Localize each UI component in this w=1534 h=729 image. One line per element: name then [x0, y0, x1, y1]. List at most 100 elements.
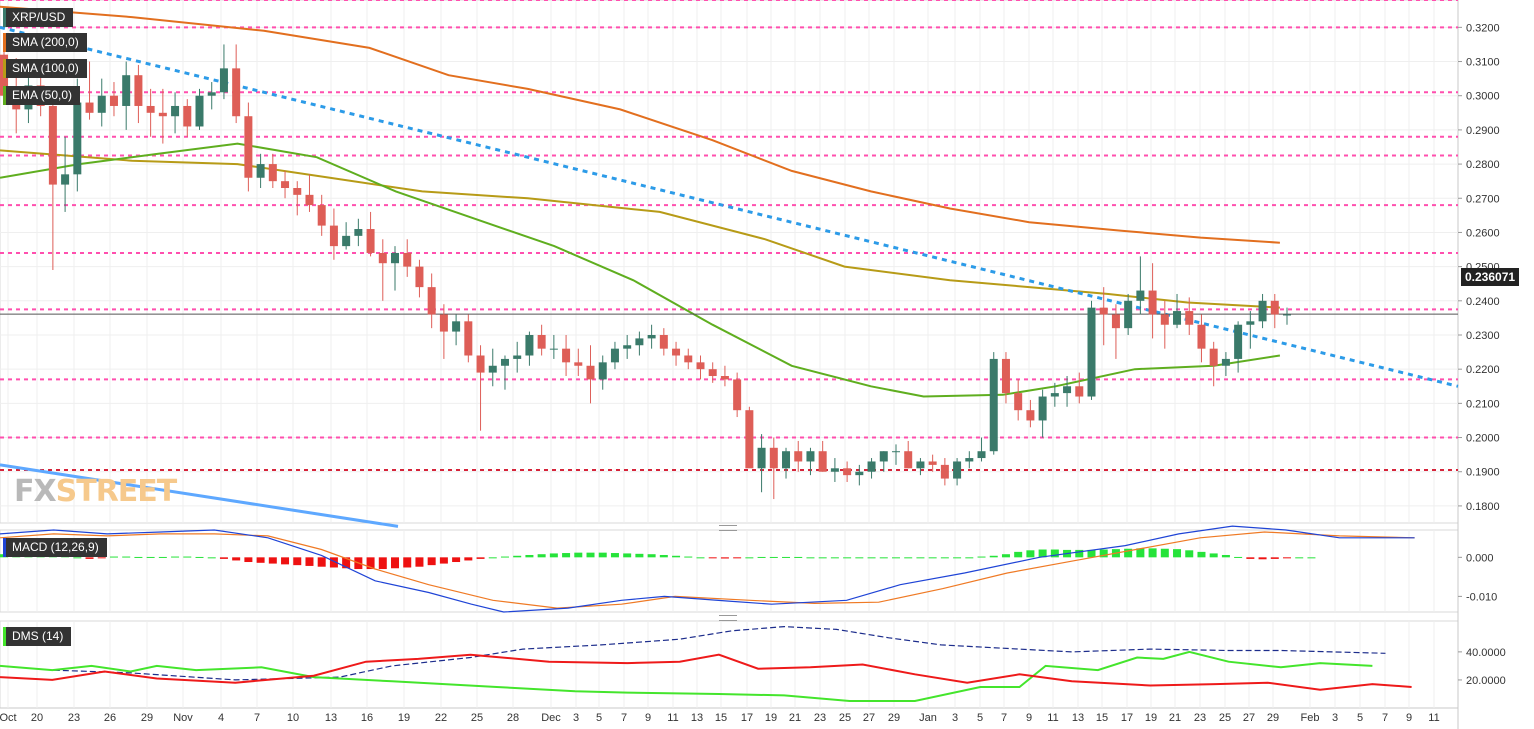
y-tick-label: 0.2000 [1466, 433, 1500, 445]
y-tick-label: 0.3200 [1466, 22, 1500, 34]
macd-histogram-bar [720, 557, 729, 559]
x-tick-label: 11 [667, 712, 678, 724]
macd-histogram-bar [769, 556, 778, 558]
candle-body [891, 451, 900, 453]
candle-body [598, 362, 607, 380]
legend-color-swatch [3, 33, 6, 52]
macd-histogram-bar [1209, 553, 1218, 558]
macd-histogram-bar [1173, 549, 1182, 558]
candle-body [1173, 311, 1182, 325]
legend-text: SMA (200,0) [12, 35, 79, 49]
macd-histogram-bar [158, 556, 167, 558]
x-tick-label: 22 [435, 712, 447, 724]
candle-body [708, 369, 717, 377]
macd-histogram-bar [146, 556, 155, 558]
candle-body [1099, 307, 1108, 315]
legend-text: XRP/USD [12, 10, 66, 24]
candle-body [940, 464, 949, 479]
x-tick-label: Nov [173, 712, 193, 724]
candle-body [977, 451, 986, 459]
x-tick-label: 11 [1428, 712, 1439, 724]
macd-resize-handle[interactable] [719, 525, 737, 531]
candle-body [623, 345, 632, 349]
x-tick-label: 29 [1267, 712, 1279, 724]
macd-histogram-bar [1148, 548, 1157, 558]
y-tick-label: 0.3100 [1466, 57, 1500, 69]
legend-color-swatch [3, 627, 6, 646]
candle-body [244, 116, 253, 178]
dms-resize-handle[interactable] [719, 615, 737, 621]
candle-body [562, 348, 571, 363]
macd-histogram-bar [1307, 557, 1316, 559]
ema-50-line [0, 142, 1281, 398]
macd-histogram-bar [1270, 557, 1279, 559]
candle-body [794, 451, 803, 462]
candle-body [1258, 300, 1267, 322]
candle-body [73, 102, 82, 175]
x-tick-label: 4 [218, 712, 224, 724]
legend-label-1[interactable]: SMA (200,0) [3, 33, 87, 52]
legend-text: DMS (14) [12, 629, 64, 643]
y-tick-label: 0.3000 [1466, 91, 1500, 103]
macd-histogram-bar [830, 557, 839, 559]
candle-body [672, 348, 681, 356]
macd-histogram-bar [207, 557, 216, 559]
candle-body [806, 451, 815, 462]
candle-body [965, 458, 974, 462]
legend-label-0[interactable]: XRP/USD [3, 8, 74, 27]
candle-body [513, 355, 522, 359]
candle-body [342, 235, 351, 247]
macd-histogram-bar [1087, 549, 1096, 558]
candle-body [574, 362, 583, 366]
candle-body [1124, 300, 1133, 329]
macd-histogram-bar [928, 557, 937, 559]
macd-histogram-bar [806, 557, 815, 559]
macd-histogram-bar [782, 556, 791, 558]
x-tick-label: 15 [715, 712, 727, 724]
x-tick-label: 25 [839, 712, 851, 724]
macd-histogram-bar [708, 557, 717, 559]
candle-body [1246, 321, 1255, 325]
candle-body [1075, 386, 1084, 397]
x-tick-label: 28 [507, 712, 519, 724]
candle-body [415, 266, 424, 288]
macd-histogram-bar [342, 557, 351, 569]
candle-body [1026, 410, 1035, 421]
candle-body [953, 461, 962, 479]
x-tick-label: 17 [1121, 712, 1133, 724]
macd-histogram-bar [244, 557, 253, 563]
x-tick-label: 13 [325, 712, 337, 724]
x-tick-label: 16 [361, 712, 373, 724]
macd-histogram-bar [109, 556, 118, 558]
x-tick-label: 19 [1145, 712, 1157, 724]
candle-body [1160, 314, 1169, 325]
x-tick-label: 11 [1047, 712, 1058, 724]
candle-body [843, 468, 852, 476]
candle-body [830, 468, 839, 472]
candle-body [293, 188, 302, 195]
macd-histogram-bar [794, 556, 803, 558]
candle-body [391, 252, 400, 264]
fxstreet-logo: FXSTREET [14, 474, 177, 509]
legend-label-2[interactable]: SMA (100,0) [3, 59, 87, 78]
candle-body [1087, 307, 1096, 397]
candle-body [867, 461, 876, 472]
macd-label[interactable]: MACD (12,26,9) [3, 538, 107, 557]
macd-histogram-bar [1185, 550, 1194, 558]
legend-label-3[interactable]: EMA (50,0) [3, 86, 81, 105]
macd-histogram-bar [757, 556, 766, 558]
panel-frame-1 [0, 529, 1459, 613]
macd-histogram-bar [476, 557, 485, 559]
dms-label[interactable]: DMS (14) [3, 627, 72, 646]
candle-body [378, 252, 387, 264]
candle-body [317, 205, 326, 226]
candle-body [146, 105, 155, 113]
macd-histogram-bar [562, 553, 571, 558]
macd-histogram-bar [73, 557, 82, 559]
candle-body [855, 471, 864, 476]
x-tick-label: 10 [287, 712, 299, 724]
y-tick-label: 0.1900 [1466, 467, 1500, 479]
candle-body [439, 314, 448, 332]
macd-histogram-bar [403, 557, 412, 568]
